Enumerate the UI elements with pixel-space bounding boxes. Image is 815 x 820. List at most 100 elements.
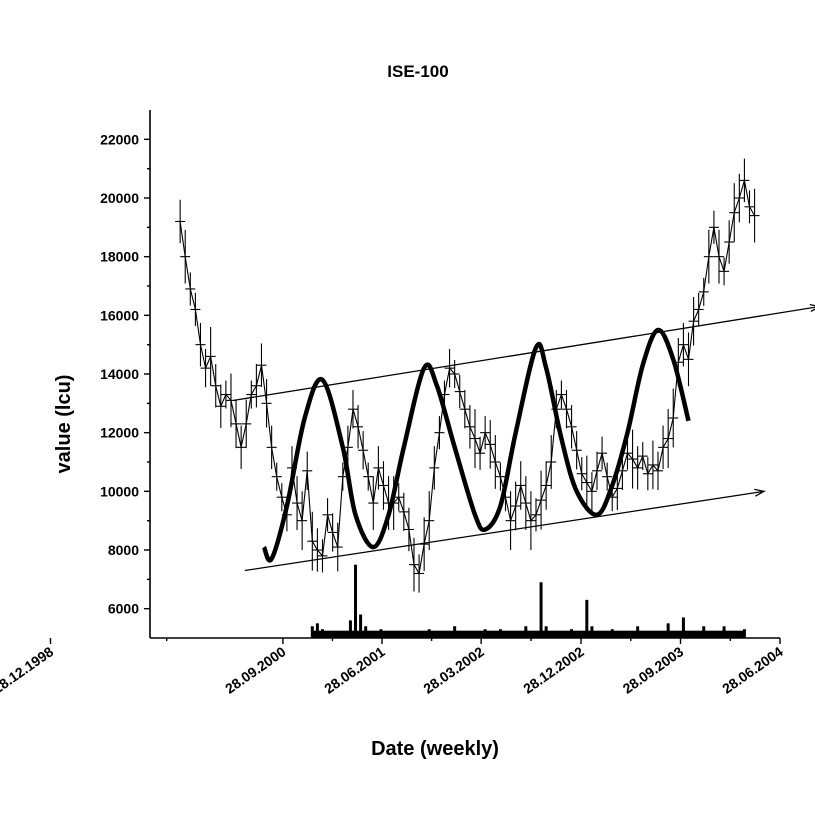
price-point	[637, 442, 648, 471]
price-point	[185, 272, 196, 306]
volume-bar	[539, 582, 543, 638]
price-point	[480, 416, 491, 450]
price-point	[693, 292, 704, 327]
price-point	[353, 405, 364, 449]
price-point	[292, 476, 303, 530]
price-point	[424, 491, 435, 551]
price-point	[658, 425, 669, 470]
price-point	[403, 507, 414, 552]
volume-bar	[359, 614, 363, 638]
y-axis-label: value (lcu)	[53, 375, 75, 474]
price-point	[536, 470, 547, 530]
price-point	[586, 472, 597, 511]
upper-channel-line	[233, 306, 815, 402]
price-point	[525, 491, 536, 551]
price-point	[683, 332, 694, 387]
price-point	[302, 451, 313, 490]
price-point	[347, 390, 358, 429]
price-point	[632, 446, 643, 490]
price-point	[668, 388, 679, 448]
price-point	[220, 380, 231, 409]
price-point	[546, 435, 557, 489]
price-point	[190, 292, 201, 327]
price-point	[698, 277, 709, 306]
price-point	[459, 390, 470, 429]
price-point	[312, 528, 323, 572]
volume-band	[312, 630, 745, 638]
price-point	[210, 364, 221, 408]
y-tick-label: 18000	[100, 249, 139, 265]
price-point	[266, 425, 277, 470]
volume-bar	[666, 623, 670, 638]
x-tick-label: 28.09.2000	[222, 643, 289, 696]
price-point	[520, 476, 531, 530]
y-tick-label: 12000	[100, 425, 139, 441]
x-tick-label: 28.06.2004	[719, 643, 786, 696]
price-point	[749, 188, 760, 243]
sine-cycle-series	[261, 327, 691, 563]
price-point	[475, 436, 486, 470]
y-tick-label: 16000	[100, 307, 139, 323]
upper-channel-arrowhead	[809, 303, 815, 312]
price-point	[434, 416, 445, 450]
price-point	[663, 409, 674, 468]
price-point	[276, 483, 287, 512]
price-point	[566, 405, 577, 449]
price-point	[703, 229, 714, 284]
x-tick-label: 28.12.1998	[0, 643, 56, 696]
volume-bars	[310, 564, 746, 638]
price-point	[744, 190, 755, 224]
x-tick-label: 28.06.2001	[321, 643, 388, 696]
price-point	[719, 257, 730, 286]
y-tick-label: 20000	[100, 190, 139, 206]
price-point	[713, 229, 724, 284]
price-point	[175, 199, 186, 244]
price-point	[495, 462, 506, 491]
price-point	[571, 431, 582, 470]
price-point	[444, 348, 455, 388]
volume-bar	[681, 617, 685, 638]
volume-bar	[315, 623, 319, 638]
price-point	[561, 390, 572, 429]
price-point	[556, 380, 567, 409]
price-point	[251, 364, 262, 408]
x-tick-label: 28.03.2002	[420, 643, 487, 696]
x-tick-label: 28.09.2003	[620, 643, 687, 696]
price-point	[195, 322, 206, 367]
price-point	[708, 210, 719, 244]
price-point	[246, 380, 257, 409]
price-point	[327, 513, 338, 552]
price-point	[271, 462, 282, 491]
price-point	[581, 455, 592, 510]
price-point	[734, 173, 745, 223]
price-point	[469, 409, 480, 468]
sine-cycle-line	[261, 327, 691, 563]
price-point	[454, 375, 465, 409]
price-point	[180, 229, 191, 284]
price-point	[261, 379, 272, 428]
price-point	[307, 511, 318, 571]
price-point	[231, 399, 242, 449]
x-tick-label: 28.12.2002	[520, 643, 587, 696]
price-point	[688, 296, 699, 346]
y-tick-label: 22000	[100, 131, 139, 147]
price-point	[597, 436, 608, 470]
price-point	[464, 405, 475, 449]
lower-channel-line	[244, 490, 765, 572]
price-point	[297, 491, 308, 551]
price-point	[541, 461, 552, 510]
price-point	[739, 158, 750, 203]
price-point	[317, 539, 328, 573]
price-point	[393, 483, 404, 512]
y-tick-label: 10000	[100, 483, 139, 499]
price-point	[724, 220, 735, 264]
price-point	[490, 435, 501, 489]
price-point	[485, 420, 496, 469]
price-point	[414, 554, 425, 593]
price-point	[602, 462, 613, 491]
price-point	[591, 451, 602, 490]
price-point	[200, 348, 211, 388]
price-series	[175, 158, 760, 593]
price-point	[205, 326, 216, 386]
price-line	[179, 180, 756, 576]
